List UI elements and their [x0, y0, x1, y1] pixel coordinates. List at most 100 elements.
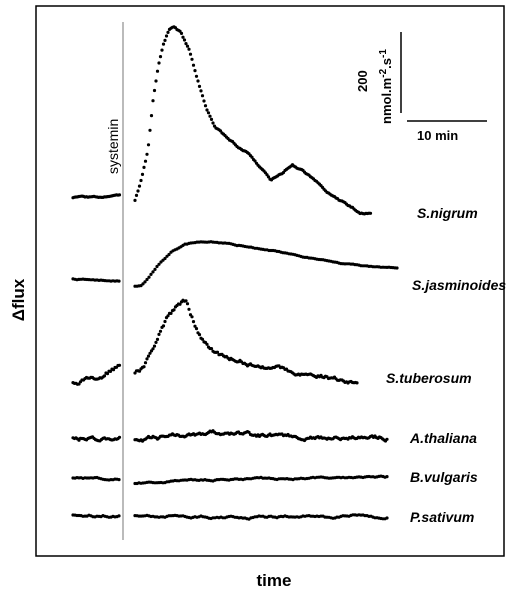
trace-point [209, 117, 214, 121]
trace-point [199, 89, 203, 93]
trace-point [169, 311, 173, 315]
trace-point [188, 52, 193, 56]
trace-point [187, 307, 191, 311]
trace-point [143, 361, 148, 365]
trace-point [145, 357, 149, 361]
trace-point [117, 514, 121, 518]
trace-point [208, 114, 212, 118]
trace-point [145, 152, 149, 156]
trace-point [202, 99, 206, 103]
trace-point [211, 121, 215, 125]
trace-point [253, 159, 257, 163]
systemin-label: systemin [105, 119, 121, 174]
trace-point [197, 84, 202, 88]
trace-point [155, 264, 159, 269]
trace-point [205, 342, 209, 346]
trace-point [196, 79, 200, 83]
series-label-s-tuberosum: S.tuberosum [386, 370, 472, 386]
trace-point [200, 94, 205, 98]
trace-point [105, 372, 110, 376]
species-labels: S.nigrum S.jasminoides S.tuberosum A.thalia… [386, 205, 506, 525]
vertical-scale-value: 200 [355, 70, 370, 92]
trace-point [209, 347, 214, 351]
trace-point [137, 184, 142, 188]
trace-point [200, 337, 205, 341]
trace-point [161, 42, 166, 46]
trace-point [179, 31, 184, 35]
trace-point [158, 55, 163, 59]
trace-point [194, 74, 199, 78]
trace-point [117, 478, 121, 482]
trace-point [155, 69, 160, 73]
trace-point [166, 314, 170, 318]
trace-point [117, 435, 122, 439]
trace-point [172, 308, 176, 312]
trace-point [117, 193, 122, 197]
trace-point [160, 48, 164, 52]
trace-b-vulgaris [71, 474, 389, 486]
trace-point [151, 270, 155, 274]
trace-point [187, 47, 191, 51]
trace-point [191, 320, 196, 324]
trace-point [152, 88, 157, 93]
trace-point [117, 279, 121, 283]
series-label-a-thaliana: A.thaliana [409, 430, 477, 446]
trace-point [163, 256, 167, 261]
trace-point [154, 79, 158, 83]
series-label-s-jasminoides: S.jasminoides [412, 277, 506, 293]
trace-point [163, 319, 167, 324]
trace-point [142, 165, 146, 169]
trace-point [181, 35, 185, 39]
trace-point [190, 315, 194, 319]
trace-point [149, 114, 154, 118]
trace-point [149, 272, 153, 276]
trace-point [146, 143, 151, 147]
trace-point [153, 267, 157, 271]
trace-point [368, 211, 373, 215]
trace-point [182, 38, 187, 42]
trace-point [158, 329, 163, 333]
y-axis-title: Δflux [9, 278, 28, 321]
trace-point [185, 44, 190, 48]
trace-point [206, 111, 211, 115]
trace-point [266, 175, 271, 179]
traces [71, 25, 399, 521]
trace-point [148, 351, 152, 355]
trace-point [164, 34, 169, 38]
trace-point [193, 69, 197, 73]
x-axis-title: time [257, 571, 292, 590]
trace-point [152, 344, 157, 348]
trace-s-jasminoides [71, 240, 399, 288]
trace-point [146, 354, 151, 358]
trace-point [137, 369, 142, 373]
trace-point [215, 350, 220, 354]
trace-point [385, 516, 389, 520]
vertical-scale-unit: nmol.m-2.s-1 [378, 49, 394, 124]
trace-point [157, 332, 161, 336]
trace-point [395, 266, 399, 270]
trace-a-thaliana [71, 429, 389, 443]
trace-point [194, 327, 199, 331]
trace-point [151, 347, 155, 351]
trace-point [385, 437, 389, 441]
trace-point [355, 381, 359, 385]
trace-point [205, 108, 209, 112]
trace-point [166, 30, 170, 34]
series-label-s-nigrum: S.nigrum [417, 205, 478, 221]
trace-point [190, 57, 194, 61]
horizontal-scale-label: 10 min [417, 128, 458, 143]
trace-point [143, 159, 148, 163]
trace-point [148, 128, 152, 132]
trace-point [108, 369, 113, 373]
trace-point [184, 42, 188, 46]
trace-point [184, 299, 188, 303]
series-label-p-sativum: P.sativum [410, 509, 474, 525]
trace-point [197, 333, 202, 337]
trace-p-sativum [71, 513, 389, 521]
trace-point [143, 280, 147, 284]
trace-s-tuberosum [71, 298, 359, 386]
trace-point [155, 337, 160, 341]
trace-point [133, 198, 137, 202]
trace-point [151, 99, 155, 103]
